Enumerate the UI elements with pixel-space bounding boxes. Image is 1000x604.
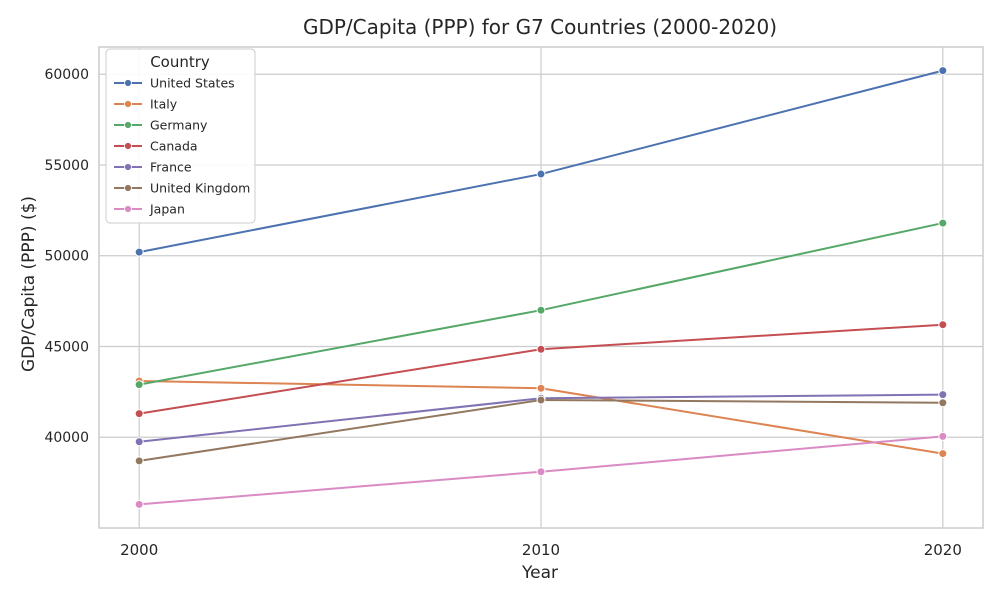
data-point — [938, 218, 948, 228]
legend-item: Germany — [114, 118, 208, 133]
legend-swatch-marker — [124, 121, 132, 129]
legend-label: Japan — [149, 202, 185, 217]
series-united-kingdom — [134, 395, 948, 466]
y-tick-label: 50000 — [44, 249, 89, 265]
data-point — [938, 390, 948, 400]
axes-layer: 40000 45000 50000 55000 60000 2000 2010 2020 — [44, 46, 984, 559]
legend-swatch-marker — [124, 100, 132, 108]
data-point — [536, 383, 546, 393]
y-axis-label: GDP/Capita (PPP) ($) — [19, 196, 39, 372]
legend-item: Japan — [114, 202, 185, 217]
data-point — [134, 247, 144, 257]
x-tick-label: 2000 — [120, 541, 158, 559]
data-point — [938, 320, 948, 330]
series-canada — [134, 320, 948, 419]
legend-title: Country — [150, 53, 210, 71]
data-point — [134, 499, 144, 509]
data-point — [536, 395, 546, 405]
series-germany — [134, 218, 948, 390]
y-tick-label: 55000 — [44, 158, 89, 174]
data-point — [938, 431, 948, 441]
legend: Country United States Italy Germany Canada Fr… — [105, 48, 256, 224]
data-point — [536, 344, 546, 354]
legend-label: Germany — [150, 118, 208, 133]
legend-swatch-marker — [124, 163, 132, 171]
series-layer — [134, 66, 948, 509]
data-point — [134, 409, 144, 419]
y-tick-label: 40000 — [44, 430, 89, 446]
series-united-states — [134, 66, 948, 257]
chart-title: GDP/Capita (PPP) for G7 Countries (2000-… — [303, 15, 777, 39]
legend-swatch-marker — [124, 79, 132, 87]
data-point — [536, 169, 546, 179]
x-tick-label: 2020 — [924, 541, 962, 559]
data-point — [134, 437, 144, 447]
legend-item: United Kingdom — [114, 181, 250, 196]
legend-swatch-marker — [124, 205, 132, 213]
legend-label: Italy — [150, 97, 178, 112]
legend-label: United States — [150, 76, 235, 91]
y-tick-label: 60000 — [44, 67, 89, 83]
legend-swatch-marker — [124, 142, 132, 150]
data-point — [134, 456, 144, 466]
legend-item: United States — [114, 76, 235, 91]
data-point — [134, 380, 144, 390]
data-point — [938, 398, 948, 408]
data-point — [938, 66, 948, 76]
plot-frame — [98, 46, 984, 529]
legend-label: Canada — [150, 139, 198, 154]
legend-label: France — [150, 160, 192, 175]
legend-item: Italy — [114, 97, 178, 112]
legend-label: United Kingdom — [150, 181, 250, 196]
x-tick-label: 2010 — [522, 541, 560, 559]
data-point — [938, 449, 948, 459]
legend-box — [105, 48, 256, 224]
legend-swatch-marker — [124, 184, 132, 192]
x-axis-label: Year — [521, 563, 558, 583]
y-tick-label: 45000 — [44, 339, 89, 355]
legend-item: France — [114, 160, 192, 175]
data-point — [536, 305, 546, 315]
data-point — [536, 467, 546, 477]
series-japan — [134, 431, 948, 509]
legend-item: Canada — [114, 139, 198, 154]
